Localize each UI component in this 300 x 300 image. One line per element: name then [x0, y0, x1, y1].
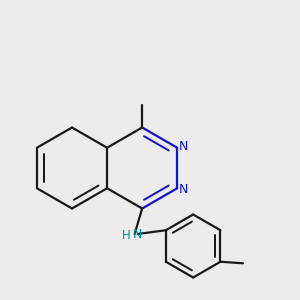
Text: N: N [132, 227, 142, 241]
Text: N: N [179, 140, 188, 153]
Text: H: H [122, 229, 130, 242]
Text: N: N [179, 183, 188, 196]
